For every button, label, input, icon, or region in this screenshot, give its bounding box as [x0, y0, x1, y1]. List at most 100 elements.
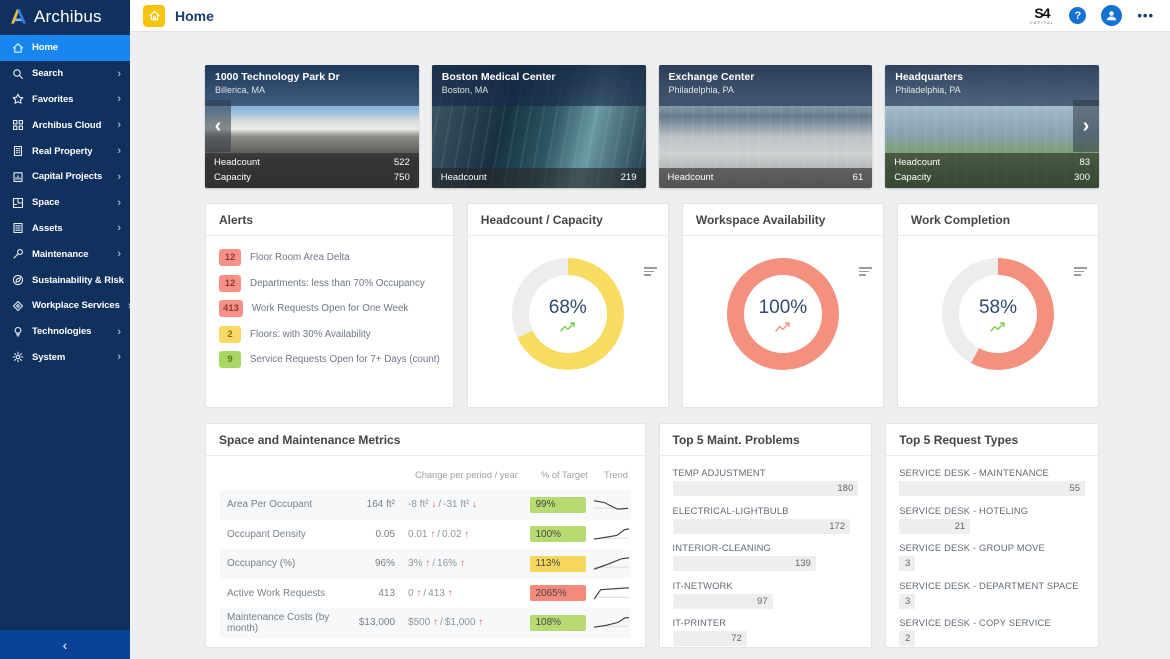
- sidebar-item-favorites[interactable]: Favorites ›: [0, 87, 130, 113]
- sidebar-item-space[interactable]: Space ›: [0, 190, 130, 216]
- sidebar-item-assets[interactable]: Assets ›: [0, 216, 130, 242]
- chart-context-menu-icon[interactable]: [1074, 267, 1087, 278]
- bar-item[interactable]: SERVICE DESK - DEPARTMENT SPACE 3: [899, 581, 1085, 609]
- bar-category-label: IT-PRINTER: [672, 618, 727, 628]
- target-badge: 100%: [529, 526, 586, 543]
- table-row[interactable]: Active Work Requests 413 0 ↑/413 ↑ 2065%: [220, 579, 631, 609]
- bar-value: 21: [899, 518, 971, 534]
- sidebar: Archibus Home Search › Favorites › Archi…: [0, 0, 136, 659]
- bar-item[interactable]: INTERIOR-CLEANING 139: [672, 543, 859, 571]
- sidebar-item-capital-projects[interactable]: Capital Projects ›: [0, 164, 130, 190]
- bar-value: 97: [672, 593, 773, 609]
- bar-item[interactable]: SERVICE DESK - GROUP MOVE 3: [899, 543, 1085, 571]
- carousel-next-button[interactable]: ›: [1073, 100, 1099, 152]
- sidebar-item-real-property[interactable]: Real Property ›: [0, 138, 130, 164]
- help-icon[interactable]: ?: [1069, 7, 1087, 24]
- sidebar-item-archibus-cloud[interactable]: Archibus Cloud ›: [0, 112, 130, 138]
- sidebar-nav: Home Search › Favorites › Archibus Cloud…: [0, 35, 136, 371]
- sidebar-item-home[interactable]: Home: [0, 35, 130, 61]
- table-row[interactable]: Area Per Occupant 164 ft² -8 ft² ↓ / -31 f…: [220, 490, 631, 520]
- property-card-header: 1000 Technology Park Dr Billerica, MA: [205, 65, 419, 106]
- alert-label: Floors: with 30% Availability: [250, 328, 371, 340]
- top-header: Home S4 CAPITAL ? •••: [130, 0, 1170, 32]
- alert-item[interactable]: 12 Floor Room Area Delta: [219, 249, 440, 266]
- alert-item[interactable]: 2 Floors: with 30% Availability: [219, 325, 440, 343]
- alert-item[interactable]: 9 Service Requests Open for 7+ Days (cou…: [219, 351, 440, 368]
- bar-item[interactable]: ELECTRICAL-LIGHTBULB 172: [672, 506, 859, 534]
- metric-name: Area Per Occupant: [227, 499, 313, 511]
- bar-value: 3: [899, 593, 916, 609]
- chart-context-menu-icon[interactable]: [643, 267, 657, 278]
- alert-label: Floor Room Area Delta: [250, 252, 350, 263]
- user-avatar-icon[interactable]: [1101, 5, 1123, 26]
- sidebar-item-search[interactable]: Search ›: [0, 61, 130, 87]
- property-stats: Headcount 219: [431, 168, 646, 188]
- bar-item[interactable]: SERVICE DESK - MAINTENANCE 55: [899, 468, 1085, 496]
- panel-title: Space and Maintenance Metrics: [206, 424, 645, 456]
- building-icon: [13, 146, 23, 157]
- sidebar-item-maintenance[interactable]: Maintenance ›: [0, 241, 130, 267]
- stat-value: 300: [1074, 172, 1090, 183]
- chart-context-menu-icon[interactable]: [858, 267, 872, 278]
- dashboard-content: ‹ 1000 Technology Park Dr Billerica, MA …: [130, 32, 1170, 659]
- table-row[interactable]: Occupancy (%) 96% 3% ↑/16% ↑ 113%: [220, 549, 631, 579]
- property-card[interactable]: Headquarters Philadelphia, PA Headcount …: [885, 65, 1099, 188]
- sidebar-item-sustainability-risk[interactable]: Sustainability & Risk ›: [0, 267, 136, 293]
- bar-item[interactable]: TEMP ADJUSTMENT 180: [672, 468, 859, 496]
- sidebar-item-workplace-services[interactable]: Workplace Services ›: [0, 293, 131, 319]
- bar-value: 180: [672, 481, 859, 496]
- property-card[interactable]: 1000 Technology Park Dr Billerica, MA He…: [205, 65, 419, 188]
- panel-title: Workspace Availability: [682, 204, 883, 236]
- arrow-up-icon: ↑: [447, 587, 453, 599]
- alert-item[interactable]: 413 Work Requests Open for One Week: [219, 300, 440, 317]
- sidebar-item-system[interactable]: System ›: [0, 345, 130, 371]
- grid-icon: [12, 120, 24, 131]
- bar-category-label: SERVICE DESK - DEPARTMENT SPACE: [899, 580, 1079, 591]
- trend-up-icon: [560, 321, 576, 332]
- arrow-up-icon: ↑: [464, 528, 470, 540]
- panel-title: Headcount / Capacity: [467, 204, 668, 236]
- panel-title: Alerts: [206, 204, 453, 236]
- stat-label: Capacity: [214, 172, 251, 183]
- alert-count-badge: 12: [219, 249, 241, 266]
- more-menu-icon[interactable]: •••: [1137, 8, 1154, 23]
- sidebar-item-technologies[interactable]: Technologies ›: [0, 319, 130, 345]
- bar-category-label: SERVICE DESK - HOTELING: [899, 505, 1029, 516]
- archibus-logo[interactable]: Archibus: [0, 0, 130, 33]
- target-badge: 113%: [529, 555, 586, 572]
- trend-sparkline: [583, 614, 631, 631]
- bar-value: 172: [672, 518, 851, 534]
- stat-value: 61: [852, 172, 864, 183]
- sidebar-item-label: Technologies: [32, 326, 92, 338]
- property-carousel: ‹ 1000 Technology Park Dr Billerica, MA …: [205, 65, 1099, 188]
- table-row[interactable]: Occupant Density 0.05 0.01 ↑/0.02 ↑ 100%: [220, 520, 631, 550]
- stat-value: 83: [1079, 157, 1090, 168]
- bar-item[interactable]: IT-PRINTER 72: [672, 618, 859, 646]
- sidebar-collapse-button[interactable]: ‹: [0, 630, 130, 659]
- donut-chart: 58%: [941, 258, 1054, 370]
- table-row[interactable]: Maintenance Costs (by month) $13,000 $50…: [220, 608, 631, 638]
- home-icon: [12, 43, 24, 53]
- property-card[interactable]: Boston Medical Center Boston, MA Headcou…: [431, 65, 646, 188]
- arrow-up-icon: ↑: [478, 617, 484, 629]
- assets-icon: [13, 223, 23, 234]
- bar-item[interactable]: SERVICE DESK - COPY SERVICE 2: [899, 618, 1085, 646]
- top-maint-problems-panel: Top 5 Maint. Problems TEMP ADJUSTMENT 18…: [658, 423, 873, 648]
- alert-item[interactable]: 12 Departments: less than 70% Occupancy: [219, 274, 440, 292]
- property-title: Headquarters: [895, 71, 963, 83]
- bar-item[interactable]: IT-NETWORK 97: [672, 581, 859, 609]
- chevron-right-icon: ›: [117, 93, 121, 106]
- chevron-right-icon: ›: [117, 145, 121, 158]
- bar-item[interactable]: SERVICE DESK - HOTELING 21: [899, 506, 1085, 534]
- property-card[interactable]: Exchange Center Philadelphia, PA Headcou…: [658, 65, 873, 188]
- carousel-prev-button[interactable]: ‹: [205, 100, 231, 152]
- metric-change: 0 ↑/413 ↑: [408, 587, 453, 599]
- donut-percent-label: 58%: [978, 296, 1017, 318]
- header-actions: S4 CAPITAL ? •••: [1030, 5, 1154, 26]
- home-badge-icon: [143, 4, 165, 27]
- stat-label: Headcount: [214, 157, 260, 168]
- bar-value: 3: [899, 556, 916, 571]
- arrow-up-icon: ↑: [416, 587, 422, 599]
- bulb-icon: [14, 326, 22, 337]
- arrow-up-icon: ↑: [433, 617, 439, 629]
